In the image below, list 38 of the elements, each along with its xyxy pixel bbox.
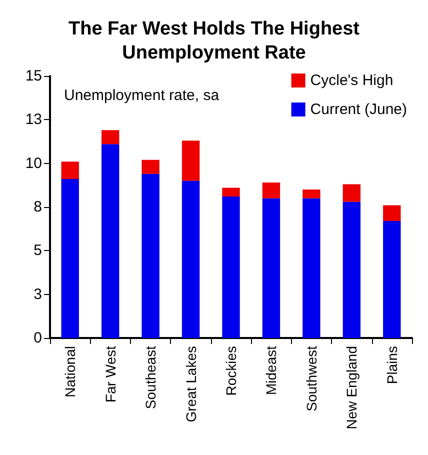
x-tick-label: Rockies — [223, 346, 239, 396]
bar — [222, 196, 240, 338]
bar — [222, 188, 240, 197]
x-tick-label: Mideast — [263, 346, 280, 396]
chart-title: The Far West Holds The Highest Unemployment Rate — [68, 18, 360, 64]
bar — [61, 162, 79, 180]
x-tick-label: Plains — [384, 346, 400, 384]
bar — [342, 202, 361, 338]
bar — [61, 179, 79, 338]
bar — [262, 182, 280, 198]
x-tick-label: Great Lakes — [182, 346, 199, 422]
legend-label: Cycle's High — [310, 72, 394, 89]
y-tick-label: 15 — [25, 68, 42, 84]
y-tick-label: 0 — [34, 330, 42, 346]
annotation: Unemployment rate, sa — [64, 87, 220, 104]
y-tick-label: 8 — [34, 198, 42, 216]
bar — [262, 198, 280, 338]
y-tick-label: 10 — [25, 154, 42, 172]
legend-label: Current (June) — [310, 101, 408, 118]
x-tick-label: Far West — [102, 346, 118, 403]
bar — [342, 184, 361, 202]
y-tick-label: 5 — [34, 242, 42, 260]
y-tick-label: 13 — [25, 111, 42, 128]
bar — [182, 180, 200, 338]
bar — [142, 160, 160, 174]
bar — [302, 198, 320, 338]
bar — [101, 144, 120, 338]
x-tick-label: Southwest — [303, 346, 320, 412]
bar — [142, 174, 160, 338]
x-tick-label: Southeast — [142, 346, 159, 410]
x-tick-label: New England — [344, 346, 360, 430]
bar — [182, 140, 200, 181]
bar — [383, 205, 401, 221]
x-tick-label: National — [62, 346, 78, 398]
bar — [101, 130, 120, 144]
y-tick-label: 3 — [34, 286, 42, 303]
bar — [302, 190, 320, 198]
bar — [383, 220, 401, 338]
